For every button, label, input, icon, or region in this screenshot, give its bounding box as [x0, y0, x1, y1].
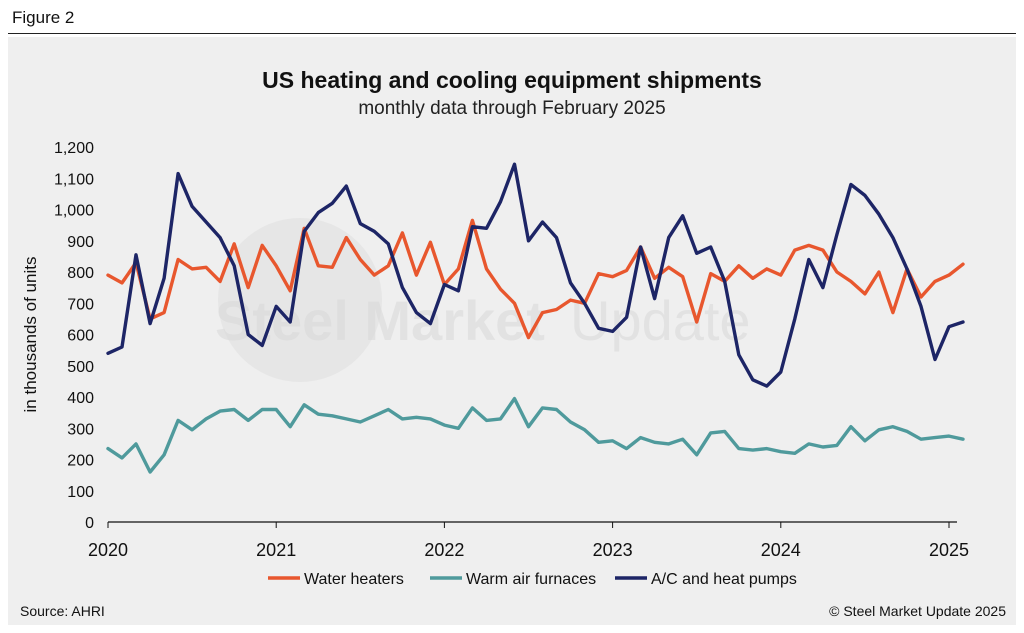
- watermark-text-light: Update: [570, 289, 751, 352]
- x-tick-label: 2023: [593, 540, 633, 560]
- legend: Water heaters Warm air furnaces A/C and he…: [268, 571, 797, 588]
- legend-label: Warm air furnaces: [466, 571, 596, 588]
- chart-panel: [8, 37, 1016, 625]
- y-tick-label: 700: [67, 296, 94, 313]
- y-tick-label: 1,100: [54, 171, 94, 188]
- y-tick-label: 200: [67, 453, 94, 470]
- y-tick-label: 800: [67, 265, 94, 282]
- y-tick-label: 1,000: [54, 203, 94, 220]
- x-tick-label: 2022: [424, 540, 464, 560]
- source-note: Source: AHRI: [20, 603, 105, 619]
- chart-title: US heating and cooling equipment shipmen…: [262, 67, 762, 93]
- legend-label: A/C and heat pumps: [651, 571, 797, 588]
- y-tick-label: 0: [85, 515, 94, 532]
- x-tick-label: 2020: [88, 540, 128, 560]
- series-lines: [106, 162, 965, 474]
- y-tick-label: 600: [67, 328, 94, 345]
- top-rule: [8, 33, 1016, 34]
- y-tick-label: 100: [67, 484, 94, 501]
- y-tick-label: 400: [67, 390, 94, 407]
- y-axis-label: in thousands of units: [21, 257, 40, 413]
- series-line: [106, 218, 965, 340]
- y-axis: 0 100 200 300 400 500 600 700 800 900 1,000 1,100 1,…: [54, 140, 94, 532]
- chart-subtitle: monthly data through February 2025: [358, 98, 666, 119]
- x-tick-label: 2021: [256, 540, 296, 560]
- x-axis: 2020 2021 2022 2023 2024 2025: [88, 521, 969, 560]
- legend-label: Water heaters: [304, 571, 404, 588]
- y-tick-label: 300: [67, 421, 94, 438]
- x-tick-label: 2025: [929, 540, 969, 560]
- series-line: [106, 396, 965, 474]
- watermark: Steel Market Update: [215, 218, 751, 382]
- y-tick-label: 500: [67, 359, 94, 376]
- figure-label: Figure 2: [12, 8, 75, 27]
- copyright-note: © Steel Market Update 2025: [829, 603, 1006, 619]
- x-tick-label: 2024: [761, 540, 801, 560]
- series-line: [106, 162, 965, 388]
- y-tick-label: 900: [67, 234, 94, 251]
- y-tick-label: 1,200: [54, 140, 94, 157]
